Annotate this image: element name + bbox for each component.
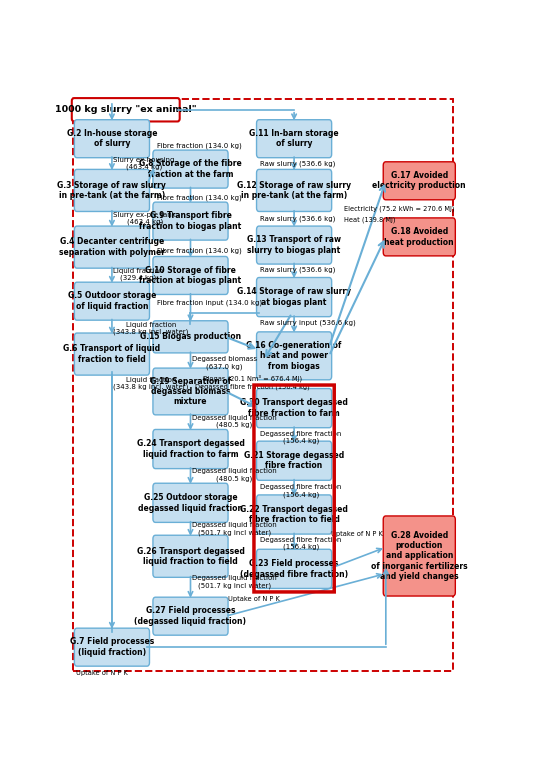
FancyBboxPatch shape [257, 332, 331, 380]
FancyBboxPatch shape [257, 120, 331, 158]
FancyBboxPatch shape [257, 278, 331, 317]
Text: G.6 Transport of liquid
fraction to field: G.6 Transport of liquid fraction to fiel… [63, 345, 160, 364]
FancyBboxPatch shape [153, 202, 228, 240]
Text: G.11 In-barn storage
of slurry: G.11 In-barn storage of slurry [250, 129, 339, 149]
Text: Electricity (75.2 kWh = 270.6 MJ): Electricity (75.2 kWh = 270.6 MJ) [344, 205, 455, 212]
Text: Degassed liquid fraction
(501.7 kg incl water): Degassed liquid fraction (501.7 kg incl … [192, 575, 276, 589]
Text: G.20 Transport degassed
fibre fraction to farm: G.20 Transport degassed fibre fraction t… [240, 398, 348, 418]
Text: G.26 Transport degassed
liquid fraction to field: G.26 Transport degassed liquid fraction … [136, 546, 245, 566]
FancyBboxPatch shape [257, 389, 331, 428]
FancyBboxPatch shape [153, 430, 228, 468]
Text: Degassed liquid fraction
(480.5 kg): Degassed liquid fraction (480.5 kg) [192, 414, 276, 428]
Text: Fibre fraction (134.0 kg): Fibre fraction (134.0 kg) [157, 143, 242, 150]
FancyBboxPatch shape [72, 98, 180, 121]
Text: G.2 In-house storage
of slurry: G.2 In-house storage of slurry [67, 129, 157, 149]
FancyBboxPatch shape [75, 282, 149, 320]
FancyBboxPatch shape [75, 120, 149, 158]
FancyBboxPatch shape [257, 226, 331, 264]
FancyBboxPatch shape [257, 495, 331, 534]
FancyBboxPatch shape [383, 218, 455, 256]
FancyBboxPatch shape [153, 535, 228, 578]
Text: Raw slurry (536.6 kg): Raw slurry (536.6 kg) [261, 160, 336, 167]
Text: Degassed fibre fraction
(156.4 kg): Degassed fibre fraction (156.4 kg) [261, 431, 342, 445]
FancyBboxPatch shape [75, 628, 149, 666]
Text: G.13 Transport of raw
slurry to biogas plant: G.13 Transport of raw slurry to biogas p… [247, 235, 341, 255]
Text: G.15 Biogas production: G.15 Biogas production [140, 332, 241, 342]
FancyBboxPatch shape [153, 257, 228, 294]
Text: Degassed liquid fraction
(480.5 kg): Degassed liquid fraction (480.5 kg) [192, 468, 276, 482]
FancyBboxPatch shape [153, 597, 228, 635]
Text: G.8 Storage of the fibre
fraction at the farm: G.8 Storage of the fibre fraction at the… [139, 159, 242, 179]
Text: G.16 Co-generation of
heat and power
from biogas: G.16 Co-generation of heat and power fro… [246, 341, 342, 370]
Text: Liquid fraction
(343.8 kg incl. water): Liquid fraction (343.8 kg incl. water) [113, 322, 189, 335]
Text: Raw slurry input (536.6 kg): Raw slurry input (536.6 kg) [261, 320, 356, 326]
FancyBboxPatch shape [257, 169, 331, 212]
Text: G.27 Field processes
(degassed liquid fraction): G.27 Field processes (degassed liquid fr… [134, 606, 247, 626]
Text: G.25 Outdoor storage
degassed liquid fraction: G.25 Outdoor storage degassed liquid fra… [138, 493, 243, 512]
Text: Raw slurry (536.6 kg): Raw slurry (536.6 kg) [261, 266, 336, 273]
Text: G.12 Storage of raw slurry
in pre-tank (at the farm): G.12 Storage of raw slurry in pre-tank (… [237, 181, 351, 200]
FancyBboxPatch shape [153, 368, 228, 415]
Text: Degassed fibre fraction (156.4 kg): Degassed fibre fraction (156.4 kg) [195, 383, 310, 390]
FancyBboxPatch shape [75, 226, 149, 268]
Text: Fibre fraction input (134.0 kg): Fibre fraction input (134.0 kg) [157, 300, 262, 307]
FancyBboxPatch shape [75, 169, 149, 212]
Text: Heat (139.8 MJ): Heat (139.8 MJ) [344, 216, 395, 223]
Text: G.19 Separation of
degassed biomass
mixture: G.19 Separation of degassed biomass mixt… [150, 376, 231, 406]
Text: 1000 kg slurry "ex animal": 1000 kg slurry "ex animal" [55, 106, 197, 115]
Text: Liquid fraction
(329.4 kg): Liquid fraction (329.4 kg) [113, 268, 164, 282]
FancyBboxPatch shape [383, 516, 455, 596]
Text: Slurry ex-pre tank
(463.4 kg): Slurry ex-pre tank (463.4 kg) [113, 212, 176, 225]
Text: Slurry ex-housing
(463.4 kg): Slurry ex-housing (463.4 kg) [113, 157, 174, 170]
Text: Fibre fraction (134.0 kg): Fibre fraction (134.0 kg) [157, 248, 242, 254]
Text: G.21 Storage degassed
fibre fraction: G.21 Storage degassed fibre fraction [244, 451, 344, 471]
FancyBboxPatch shape [257, 441, 331, 480]
Text: G.10 Storage of fibre
fraction at biogas plant: G.10 Storage of fibre fraction at biogas… [139, 266, 242, 285]
Text: G.5 Outdoor storage
of liquid fraction: G.5 Outdoor storage of liquid fraction [68, 291, 156, 311]
Text: G.7 Field processes
(liquid fraction): G.7 Field processes (liquid fraction) [70, 638, 154, 657]
Bar [73, 99, 453, 671]
Text: Degassed biomass
(637.0 kg): Degassed biomass (637.0 kg) [192, 356, 257, 370]
Text: G.9 Transport fibre
fraction to biogas plant: G.9 Transport fibre fraction to biogas p… [139, 212, 242, 231]
FancyBboxPatch shape [383, 162, 455, 200]
FancyBboxPatch shape [153, 321, 228, 353]
Text: Uptake of N P K: Uptake of N P K [228, 596, 280, 602]
FancyBboxPatch shape [153, 150, 228, 188]
FancyBboxPatch shape [75, 333, 149, 375]
FancyBboxPatch shape [153, 483, 228, 522]
Text: Liquid fraction
(343.8 kg incl. water): Liquid fraction (343.8 kg incl. water) [113, 376, 189, 390]
Text: Uptake of N P K: Uptake of N P K [331, 531, 383, 537]
Text: G.23 Field processes
(degassed fibre fraction): G.23 Field processes (degassed fibre fra… [240, 559, 348, 578]
Text: G.14 Storage of raw slurry
at biogas plant: G.14 Storage of raw slurry at biogas pla… [237, 288, 351, 307]
Text: G.4 Decanter centrifuge
separation with polymer: G.4 Decanter centrifuge separation with … [59, 238, 165, 257]
Text: Fibre fraction (134.0 kg): Fibre fraction (134.0 kg) [157, 194, 242, 200]
Text: Uptake of N P K: Uptake of N P K [76, 670, 128, 676]
Text: G.18 Avoided
heat production: G.18 Avoided heat production [384, 227, 454, 247]
Text: G.28 Avoided
production
and application
of inorganic fertilizers
and yield chang: G.28 Avoided production and application … [371, 531, 467, 581]
Text: Biogas (20.1 Nm³ = 676.4 MJ): Biogas (20.1 Nm³ = 676.4 MJ) [203, 375, 302, 383]
Text: G.17 Avoided
electricity production: G.17 Avoided electricity production [373, 171, 466, 191]
Text: G.22 Transport degassed
fibre fraction to field: G.22 Transport degassed fibre fraction t… [240, 505, 348, 524]
FancyBboxPatch shape [257, 550, 331, 588]
Text: G.3 Storage of raw slurry
in pre-tank (at the farm): G.3 Storage of raw slurry in pre-tank (a… [57, 181, 167, 200]
Text: Degassed liquid fraction
(501.7 kg incl water): Degassed liquid fraction (501.7 kg incl … [192, 522, 276, 536]
Text: Degassed fibre fraction
(156.4 kg): Degassed fibre fraction (156.4 kg) [261, 484, 342, 498]
Text: Degassed fibre fraction
(156.4 kg): Degassed fibre fraction (156.4 kg) [261, 537, 342, 550]
Text: G.24 Transport degassed
liquid fraction to farm: G.24 Transport degassed liquid fraction … [136, 439, 245, 458]
Text: Raw slurry (536.6 kg): Raw slurry (536.6 kg) [261, 216, 336, 222]
